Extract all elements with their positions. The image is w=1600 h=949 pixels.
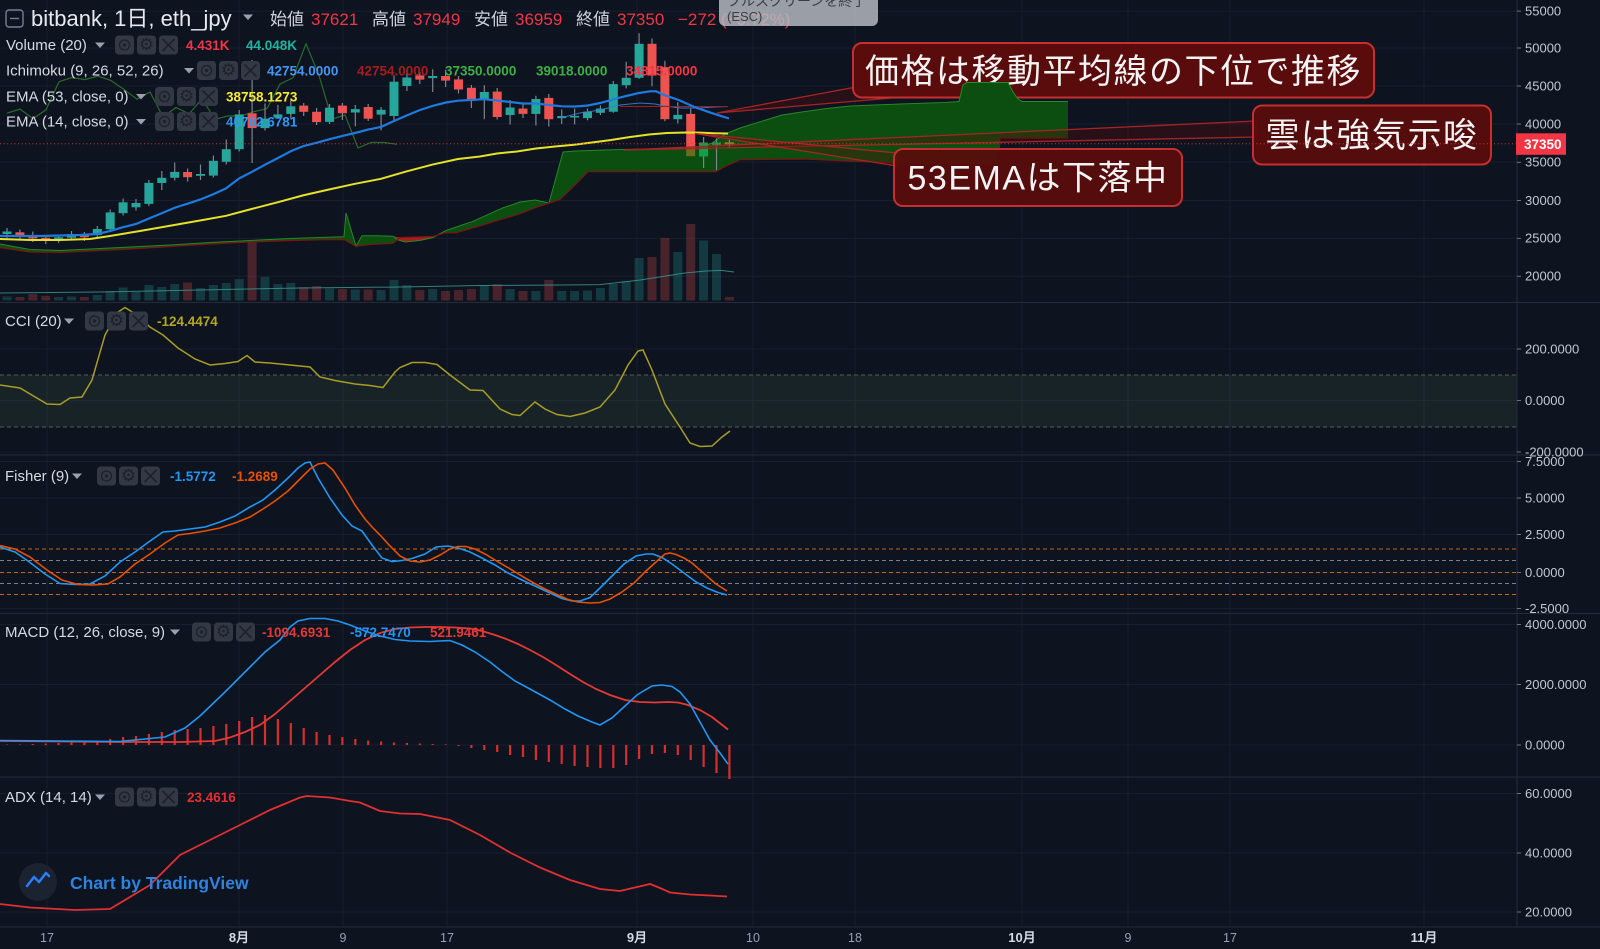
svg-text:終値: 終値 bbox=[576, 10, 610, 29]
svg-text:Chart by TradingView: Chart by TradingView bbox=[70, 873, 249, 893]
svg-text:39018.0000: 39018.0000 bbox=[536, 64, 607, 79]
svg-text:4000.0000: 4000.0000 bbox=[1525, 617, 1586, 632]
svg-text:34815.0000: 34815.0000 bbox=[626, 64, 697, 79]
svg-text:-124.4474: -124.4474 bbox=[157, 314, 218, 329]
svg-text:MACD (12, 26, close, 9): MACD (12, 26, close, 9) bbox=[5, 624, 165, 641]
svg-text:35000: 35000 bbox=[1525, 155, 1561, 170]
svg-text:2.5000: 2.5000 bbox=[1525, 527, 1565, 542]
svg-text:5.0000: 5.0000 bbox=[1525, 490, 1565, 505]
svg-text:0.0000: 0.0000 bbox=[1525, 565, 1565, 580]
svg-text:-1094.6931: -1094.6931 bbox=[262, 625, 331, 640]
svg-text:Fisher (9): Fisher (9) bbox=[5, 468, 69, 485]
svg-text:42754.0000: 42754.0000 bbox=[357, 64, 428, 79]
svg-text:42754.0000: 42754.0000 bbox=[267, 64, 338, 79]
svg-text:-1.2689: -1.2689 bbox=[232, 469, 278, 484]
svg-text:8月: 8月 bbox=[229, 930, 249, 945]
svg-text:⚙: ⚙ bbox=[121, 466, 136, 485]
svg-text:2000.0000: 2000.0000 bbox=[1525, 677, 1586, 692]
svg-text:37350: 37350 bbox=[617, 10, 664, 29]
svg-text:価格は移動平均線の下位で推移: 価格は移動平均線の下位で推移 bbox=[865, 53, 1362, 91]
svg-text:7.5000: 7.5000 bbox=[1525, 454, 1565, 469]
svg-text:⚙: ⚙ bbox=[139, 35, 154, 54]
svg-text:⚙: ⚙ bbox=[221, 61, 236, 80]
svg-text:-200.0000: -200.0000 bbox=[1525, 444, 1584, 459]
svg-text:30000: 30000 bbox=[1525, 193, 1561, 208]
svg-text:高値: 高値 bbox=[372, 10, 406, 29]
svg-text:4.431K: 4.431K bbox=[186, 38, 230, 53]
svg-text:0.0000: 0.0000 bbox=[1525, 393, 1565, 408]
svg-text:20000: 20000 bbox=[1525, 269, 1561, 284]
svg-text:37350: 37350 bbox=[1524, 137, 1562, 152]
svg-text:10: 10 bbox=[746, 931, 760, 945]
svg-text:17: 17 bbox=[440, 931, 454, 945]
svg-text:Volume (20): Volume (20) bbox=[6, 37, 87, 54]
svg-text:安値: 安値 bbox=[474, 10, 508, 29]
svg-text:雲は強気示唆: 雲は強気示唆 bbox=[1266, 117, 1479, 155]
svg-text:53EMAは下落中: 53EMAは下落中 bbox=[908, 160, 1169, 198]
svg-text:CCI (20): CCI (20) bbox=[5, 313, 62, 330]
svg-text:37350.0000: 37350.0000 bbox=[445, 64, 516, 79]
svg-text:-1.5772: -1.5772 bbox=[170, 469, 216, 484]
svg-text:始値: 始値 bbox=[270, 10, 304, 29]
svg-text:17: 17 bbox=[1223, 931, 1237, 945]
svg-text:45000: 45000 bbox=[1525, 78, 1561, 93]
svg-text:25000: 25000 bbox=[1525, 231, 1561, 246]
svg-text:-572.7470: -572.7470 bbox=[350, 625, 411, 640]
svg-text:⚙: ⚙ bbox=[109, 311, 124, 330]
svg-text:⚙: ⚙ bbox=[179, 112, 194, 131]
svg-text:9月: 9月 bbox=[627, 930, 647, 945]
svg-text:44.048K: 44.048K bbox=[246, 38, 297, 53]
svg-text:40000: 40000 bbox=[1525, 116, 1561, 131]
svg-text:bitbank, 1日, eth_jpy: bitbank, 1日, eth_jpy bbox=[31, 6, 232, 31]
svg-text:EMA (53, close, 0): EMA (53, close, 0) bbox=[6, 89, 129, 106]
svg-text:521.9461: 521.9461 bbox=[430, 625, 487, 640]
svg-text:9: 9 bbox=[340, 931, 347, 945]
svg-text:40.0000: 40.0000 bbox=[1525, 845, 1572, 860]
svg-text:11月: 11月 bbox=[1411, 930, 1438, 945]
svg-text:ADX (14, 14): ADX (14, 14) bbox=[5, 789, 92, 806]
svg-text:40762.6781: 40762.6781 bbox=[226, 115, 298, 130]
svg-text:EMA (14, close, 0): EMA (14, close, 0) bbox=[6, 114, 129, 131]
svg-text:23.4616: 23.4616 bbox=[187, 790, 236, 805]
svg-text:17: 17 bbox=[40, 931, 54, 945]
svg-text:37949: 37949 bbox=[413, 10, 460, 29]
svg-text:フルスクリーンを終了: フルスクリーンを終了 bbox=[727, 0, 866, 9]
svg-text:50000: 50000 bbox=[1525, 40, 1561, 55]
svg-text:Ichimoku (9, 26, 52, 26): Ichimoku (9, 26, 52, 26) bbox=[6, 63, 164, 80]
svg-text:37621: 37621 bbox=[311, 10, 358, 29]
svg-text:-2.5000: -2.5000 bbox=[1525, 601, 1569, 616]
svg-text:20.0000: 20.0000 bbox=[1525, 904, 1572, 919]
svg-text:⚙: ⚙ bbox=[139, 787, 154, 806]
svg-text:38758.1273: 38758.1273 bbox=[226, 90, 298, 105]
svg-text:0.0000: 0.0000 bbox=[1525, 737, 1565, 752]
svg-text:10月: 10月 bbox=[1008, 930, 1035, 945]
svg-text:36959: 36959 bbox=[515, 10, 562, 29]
svg-text:⚙: ⚙ bbox=[216, 622, 231, 641]
svg-text:55000: 55000 bbox=[1525, 3, 1561, 18]
svg-text:⚙: ⚙ bbox=[179, 87, 194, 106]
svg-text:9: 9 bbox=[1125, 931, 1132, 945]
svg-text:60.0000: 60.0000 bbox=[1525, 786, 1572, 801]
svg-text:18: 18 bbox=[848, 931, 862, 945]
svg-text:(ESC): (ESC) bbox=[727, 9, 762, 24]
svg-text:200.0000: 200.0000 bbox=[1525, 341, 1579, 356]
